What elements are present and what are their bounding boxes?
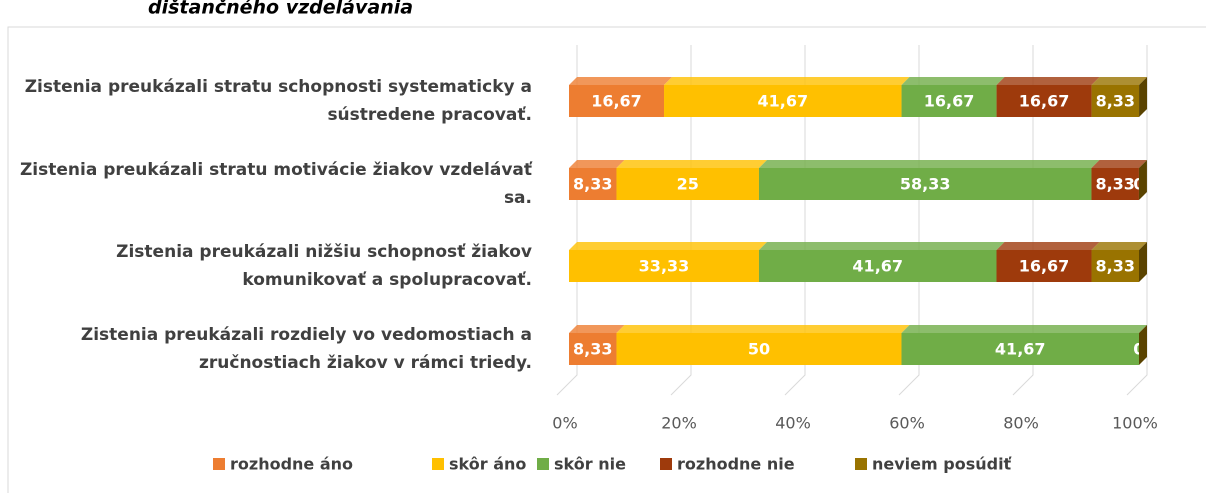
grid-line [1126, 45, 1148, 396]
grid-line [898, 45, 920, 396]
data-label: 16,67 [1019, 257, 1070, 276]
data-label: 16,67 [591, 92, 642, 111]
bar [664, 85, 902, 117]
bar-top [1091, 242, 1147, 250]
bar-side [1139, 325, 1147, 365]
x-tick-label: 60% [889, 414, 925, 433]
data-label: 8,33 [1095, 175, 1134, 194]
data-label: 33,33 [639, 257, 690, 276]
category-label: Zistenia preukázali nižšiu schopnosť žia… [116, 242, 532, 290]
bar [569, 168, 617, 200]
data-label: 25 [677, 175, 699, 194]
data-label: 8,33 [1096, 92, 1135, 111]
category-label: Zistenia preukázali stratu motivácie žia… [19, 160, 532, 208]
data-label: 8,33 [573, 175, 612, 194]
x-tick-label: 80% [1003, 414, 1039, 433]
bar-top [616, 325, 910, 333]
bar-top [616, 160, 767, 168]
data-label: 58,33 [900, 175, 951, 194]
bar-top [569, 325, 625, 333]
bar-top [758, 242, 1005, 250]
bar [996, 250, 1092, 282]
data-label: 41,67 [995, 340, 1046, 359]
grid-line [556, 45, 578, 396]
bar-top [901, 325, 1147, 333]
legend-swatch [660, 458, 672, 470]
x-tick-label: 0% [552, 414, 577, 433]
bar [569, 85, 665, 117]
bar [758, 168, 1092, 200]
legend-label: rozhodne nie [677, 455, 795, 474]
bar [1091, 168, 1139, 200]
data-label: 50 [748, 340, 770, 359]
category-label: Zistenia preukázali stratu schopnosti sy… [24, 77, 532, 125]
bar [569, 250, 759, 282]
legend-label: rozhodne áno [230, 455, 353, 474]
bar-top [901, 77, 1005, 85]
chart-title: dištančného vzdelávania [148, 0, 413, 19]
bar [569, 333, 617, 365]
bar [1091, 250, 1139, 282]
bar-top [1091, 160, 1147, 168]
bar-top [996, 242, 1100, 250]
legend-swatch [213, 458, 225, 470]
category-label: Zistenia preukázali rozdiely vo vedomost… [80, 325, 532, 373]
bar-top [569, 77, 673, 85]
grid-line [670, 45, 692, 396]
bar-top [996, 77, 1100, 85]
bar [901, 85, 997, 117]
bar-top [569, 242, 767, 250]
bar-side [1139, 77, 1148, 117]
x-tick-label: 20% [661, 414, 697, 433]
legend-swatch [537, 458, 549, 470]
x-tick-label: 40% [775, 414, 811, 433]
bar-top [758, 160, 1100, 168]
grid-line [1012, 45, 1034, 396]
bar [901, 333, 1139, 365]
data-label: 41,67 [757, 92, 808, 111]
data-label: 16,67 [924, 92, 975, 111]
x-tick-label: 100% [1112, 414, 1158, 433]
legend-label: skôr nie [554, 455, 626, 474]
bar [758, 250, 997, 282]
data-label: 41,67 [852, 257, 903, 276]
bar [1091, 85, 1140, 117]
data-label: 8,33 [573, 340, 612, 359]
legend-label: skôr áno [449, 455, 526, 474]
bar-side [1138, 160, 1147, 200]
legend-swatch [432, 458, 444, 470]
legend-label: neviem posúdiť [872, 455, 1013, 474]
bar [616, 168, 759, 200]
bar-top [569, 160, 625, 168]
legend-swatch [855, 458, 867, 470]
grid-line [784, 45, 806, 396]
bar-top [1091, 77, 1148, 85]
bar-side [1139, 242, 1147, 282]
data-label: 8,33 [1096, 257, 1135, 276]
bar [996, 85, 1092, 117]
data-label: 16,67 [1019, 92, 1070, 111]
bar-top [664, 77, 910, 85]
bar [616, 333, 902, 365]
